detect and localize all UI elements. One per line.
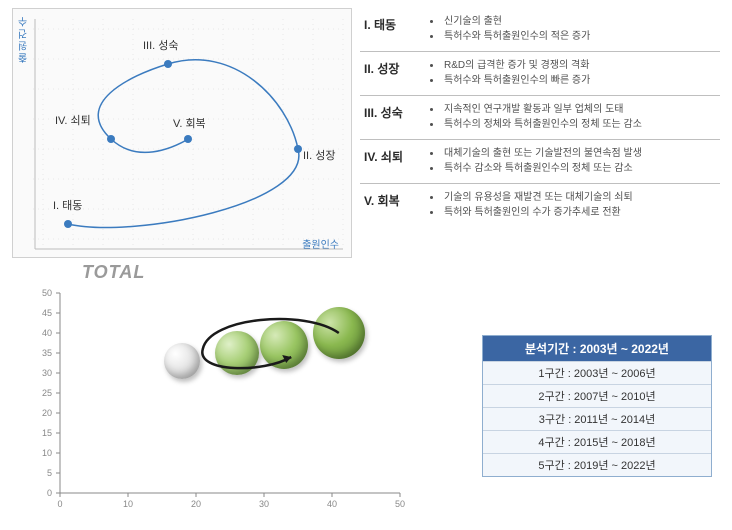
lifecycle-point — [184, 135, 192, 143]
stage-name: II. 성장 — [364, 58, 430, 77]
stage-descriptions: I. 태동신기술의 출현특허수와 특허출원인수의 적은 증가II. 성장R&D의… — [360, 8, 720, 258]
stage-desc-item: R&D의 급격한 증가 및 경쟁의 격화 — [430, 58, 716, 73]
lifecycle-point-label: II. 성장 — [303, 149, 335, 162]
svg-text:20: 20 — [42, 408, 52, 418]
svg-text:30: 30 — [42, 368, 52, 378]
stage-row: V. 회복기술의 유용성을 재발견 또는 대체기술의 쇠퇴특허와 특허출원인의 … — [360, 184, 720, 228]
svg-text:30: 30 — [259, 499, 269, 509]
lifecycle-chart: 출원건수 I. 태동II. 성장III. 성숙IV. 쇠퇴V. 회복 출원인수 — [12, 8, 352, 258]
period-row: 2구간 : 2007년 ~ 2010년 — [483, 384, 711, 407]
period-row: 5구간 : 2019년 ~ 2022년 — [483, 453, 711, 476]
chart1-xlabel: 출원인수 — [302, 236, 339, 251]
sphere — [215, 331, 259, 375]
svg-text:5: 5 — [47, 468, 52, 478]
total-chart: TOTAL 0 5 10 15 20 25 30 35 40 45 50 0 10 20 30 40 50 — [12, 262, 412, 513]
svg-text:0: 0 — [57, 499, 62, 509]
svg-text:45: 45 — [42, 308, 52, 318]
stage-desc: R&D의 급격한 증가 및 경쟁의 격화특허수와 특허출원인수의 빠른 증가 — [430, 58, 716, 88]
svg-text:50: 50 — [395, 499, 405, 509]
period-header: 분석기간 : 2003년 ~ 2022년 — [483, 336, 711, 361]
stage-desc-item: 신기술의 출현 — [430, 14, 716, 29]
sphere — [313, 307, 365, 359]
stage-desc-item: 특허수와 특허출원인수의 빠른 증가 — [430, 73, 716, 88]
stage-desc-item: 특허수의 정체와 특허출원인수의 정체 또는 감소 — [430, 117, 716, 132]
svg-text:20: 20 — [191, 499, 201, 509]
stage-row: IV. 쇠퇴대체기술의 출현 또는 기술발전의 불연속점 발생특허수 감소와 특… — [360, 140, 720, 184]
svg-text:15: 15 — [42, 428, 52, 438]
stage-desc-item: 특허수와 특허출원인수의 적은 증가 — [430, 29, 716, 44]
stage-row: II. 성장R&D의 급격한 증가 및 경쟁의 격화특허수와 특허출원인수의 빠… — [360, 52, 720, 96]
stage-name: III. 성숙 — [364, 102, 430, 121]
lifecycle-point-label: III. 성숙 — [143, 39, 179, 52]
lifecycle-point-label: V. 회복 — [173, 117, 206, 130]
stage-row: III. 성숙지속적인 연구개발 활동과 일부 업체의 도태특허수의 정체와 특… — [360, 96, 720, 140]
period-row: 1구간 : 2003년 ~ 2006년 — [483, 361, 711, 384]
svg-text:50: 50 — [42, 288, 52, 298]
svg-text:10: 10 — [123, 499, 133, 509]
lifecycle-point-label: I. 태동 — [53, 199, 82, 212]
stage-name: V. 회복 — [364, 190, 430, 209]
sphere — [164, 343, 200, 379]
svg-text:0: 0 — [47, 488, 52, 498]
period-row: 4구간 : 2015년 ~ 2018년 — [483, 430, 711, 453]
chart2-title: TOTAL — [82, 262, 412, 283]
lifecycle-point — [294, 145, 302, 153]
svg-text:35: 35 — [42, 348, 52, 358]
svg-text:40: 40 — [42, 328, 52, 338]
analysis-period-table: 분석기간 : 2003년 ~ 2022년1구간 : 2003년 ~ 2006년2… — [482, 335, 712, 477]
svg-text:40: 40 — [327, 499, 337, 509]
stage-row: I. 태동신기술의 출현특허수와 특허출원인수의 적은 증가 — [360, 8, 720, 52]
stage-desc-item: 대체기술의 출현 또는 기술발전의 불연속점 발생 — [430, 146, 716, 161]
stage-desc-item: 지속적인 연구개발 활동과 일부 업체의 도태 — [430, 102, 716, 117]
lifecycle-point — [107, 135, 115, 143]
stage-name: I. 태동 — [364, 14, 430, 33]
stage-desc: 대체기술의 출현 또는 기술발전의 불연속점 발생특허수 감소와 특허출원인수의… — [430, 146, 716, 176]
period-row: 3구간 : 2011년 ~ 2014년 — [483, 407, 711, 430]
stage-desc-item: 특허와 특허출원인의 수가 증가추세로 전환 — [430, 205, 716, 220]
stage-name: IV. 쇠퇴 — [364, 146, 430, 165]
stage-desc: 기술의 유용성을 재발견 또는 대체기술의 쇠퇴특허와 특허출원인의 수가 증가… — [430, 190, 716, 220]
stage-desc-item: 특허수 감소와 특허출원인수의 정체 또는 감소 — [430, 161, 716, 176]
lifecycle-point — [164, 60, 172, 68]
stage-desc: 지속적인 연구개발 활동과 일부 업체의 도태특허수의 정체와 특허출원인수의 … — [430, 102, 716, 132]
lifecycle-point-label: IV. 쇠퇴 — [55, 114, 91, 127]
lifecycle-point — [64, 220, 72, 228]
stage-desc-item: 기술의 유용성을 재발견 또는 대체기술의 쇠퇴 — [430, 190, 716, 205]
chart1-svg: I. 태동 II. 성장 III. 성숙 IV. 쇠퇴 V. 회복 — [13, 9, 353, 259]
stage-desc: 신기술의 출현특허수와 특허출원인수의 적은 증가 — [430, 14, 716, 44]
svg-text:25: 25 — [42, 388, 52, 398]
svg-text:10: 10 — [42, 448, 52, 458]
sphere — [260, 321, 308, 369]
